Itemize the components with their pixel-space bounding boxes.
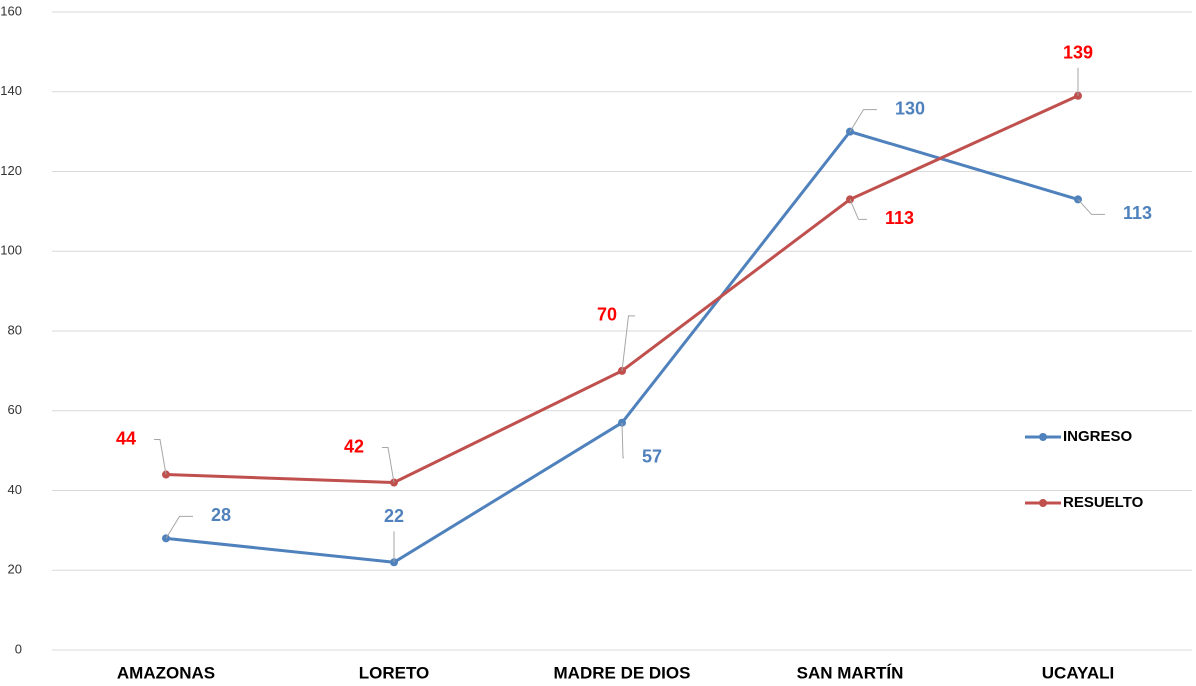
leader-line xyxy=(165,515,193,539)
data-label: 22 xyxy=(384,506,404,526)
data-label: 28 xyxy=(211,505,231,525)
data-label: 44 xyxy=(116,428,136,448)
y-tick-label: 40 xyxy=(8,482,22,497)
x-tick-label: MADRE DE DIOS xyxy=(554,663,691,682)
y-tick-label: 0 xyxy=(15,641,22,656)
y-tick-label: 120 xyxy=(0,163,22,178)
y-tick-label: 20 xyxy=(8,562,22,577)
y-tick-label: 140 xyxy=(0,83,22,98)
y-tick-label: 60 xyxy=(8,402,22,417)
data-label: 139 xyxy=(1063,42,1093,62)
data-label: 113 xyxy=(1123,203,1152,223)
leader-line xyxy=(621,422,624,459)
x-tick-label: UCAYALI xyxy=(1042,663,1114,682)
leader-line xyxy=(1077,199,1105,215)
data-label: 70 xyxy=(597,305,617,325)
legend-swatch xyxy=(1039,499,1047,507)
legend-label: RESUELTO xyxy=(1063,494,1144,511)
y-tick-label: 80 xyxy=(8,322,22,337)
legend-label: INGRESO xyxy=(1063,428,1133,445)
data-label: 113 xyxy=(885,208,914,228)
series-line xyxy=(165,129,1079,564)
leader-line xyxy=(154,439,167,475)
y-tick-label: 100 xyxy=(0,243,22,258)
x-tick-label: LORETO xyxy=(359,663,430,682)
x-tick-label: SAN MARTÍN xyxy=(797,663,904,682)
y-tick-label: 160 xyxy=(0,3,22,18)
data-label: 130 xyxy=(895,98,925,118)
legend-swatch xyxy=(1039,433,1047,441)
leader-line xyxy=(849,199,867,220)
leader-line xyxy=(621,315,635,371)
leader-line xyxy=(382,447,395,483)
data-label: 42 xyxy=(344,436,364,456)
x-tick-label: AMAZONAS xyxy=(117,663,215,682)
leader-line xyxy=(849,109,877,132)
data-label: 57 xyxy=(642,446,662,466)
